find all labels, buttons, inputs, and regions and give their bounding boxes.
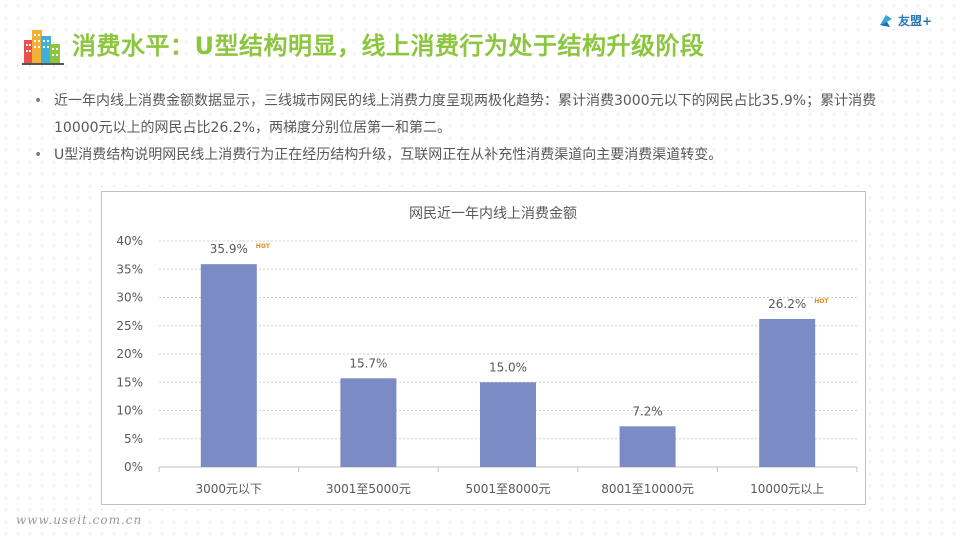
bullet-dot-icon: • — [34, 93, 43, 109]
umeng-logo-icon — [879, 14, 892, 27]
watermark: www.useit.com.cn — [16, 513, 143, 527]
hot-badge: HOT — [256, 243, 271, 250]
x-category-label: 5001至8000元 — [465, 482, 550, 496]
bar-chart: 网民近一年内线上消费金额 0% 5% 10% 15% 20% 25% 30% 35% 40% 35.… — [101, 191, 866, 505]
bullet-list: • 近一年内线上消费金额数据显示，三线城市网民的线上消费力度呈现两极化趋势：累计消… — [34, 88, 914, 169]
bar — [480, 382, 536, 467]
bar — [340, 378, 397, 467]
bar-value-label: 26.2% — [768, 297, 806, 311]
bullet-text: 近一年内线上消费金额数据显示，三线城市网民的线上消费力度呈现两极化趋势：累计消费… — [54, 93, 877, 136]
bar — [200, 264, 257, 467]
y-tick-label: 15% — [116, 375, 143, 389]
bar-value-label: 7.2% — [632, 404, 663, 418]
bullet-item: • U型消费结构说明网民线上消费行为正在经历结构升级，互联网正在从补充性消费渠道向… — [34, 142, 914, 169]
bar-value-label: 15.7% — [349, 356, 387, 370]
bar — [759, 318, 816, 467]
hot-badge: HOT — [814, 298, 829, 305]
bullet-dot-icon: • — [34, 147, 43, 163]
y-tick-label: 0% — [124, 460, 143, 474]
page-title: 消费水平：U型结构明显，线上消费行为处于结构升级阶段 — [72, 32, 705, 60]
umeng-logo: 友盟+ — [878, 12, 932, 29]
bullet-item: • 近一年内线上消费金额数据显示，三线城市网民的线上消费力度呈现两极化趋势：累计消… — [34, 88, 914, 142]
y-tick-label: 5% — [124, 432, 143, 446]
bar-value-label: 15.0% — [489, 360, 527, 374]
x-category-label: 3000元以下 — [196, 482, 263, 496]
y-tick-label: 30% — [116, 291, 143, 305]
y-tick-label: 20% — [116, 347, 143, 361]
chart-title: 网民近一年内线上消费金额 — [409, 206, 577, 222]
y-tick-label: 40% — [116, 234, 143, 248]
logo-text: 友盟+ — [897, 14, 932, 28]
x-category-label: 3001至5000元 — [326, 482, 411, 496]
city-buildings-icon — [22, 30, 64, 65]
y-tick-label: 10% — [116, 404, 143, 418]
x-category-label: 10000元以上 — [750, 482, 824, 496]
bar-chart-svg: 网民近一年内线上消费金额 0% 5% 10% 15% 20% 25% 30% 35% 40% 35.… — [116, 206, 858, 496]
bar-value-label: 35.9% — [210, 242, 248, 256]
bullet-text: U型消费结构说明网民线上消费行为正在经历结构升级，互联网正在从补充性消费渠道向主… — [54, 147, 723, 163]
y-tick-label: 25% — [116, 319, 143, 333]
bar — [619, 426, 676, 467]
x-category-label: 8001至10000元 — [601, 482, 694, 496]
y-tick-label: 35% — [116, 262, 143, 276]
